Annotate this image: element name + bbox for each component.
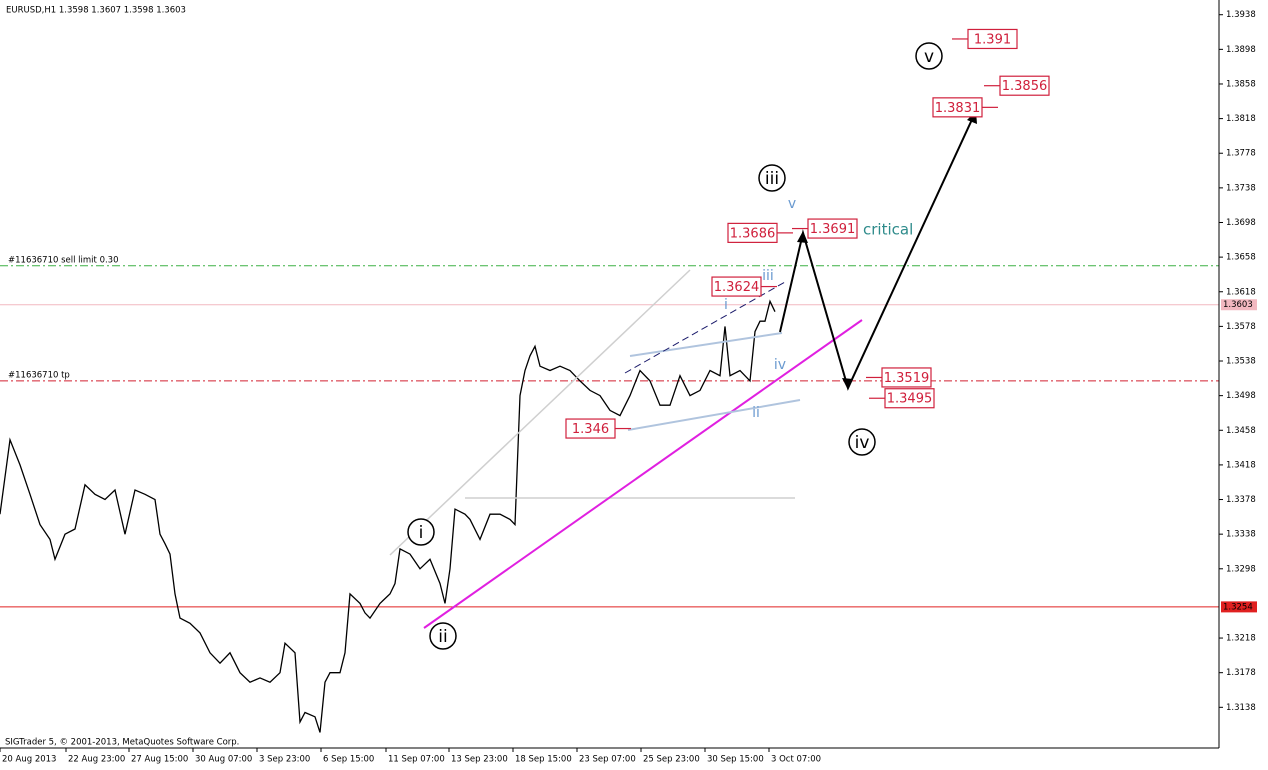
price-box (884, 388, 935, 409)
trend-line (423, 319, 863, 629)
x-tick-label: 30 Aug 07:00 (195, 755, 252, 765)
subwave-label: iii (762, 268, 774, 284)
y-tick-label: 1.3698 (1226, 218, 1256, 228)
y-tick-label: 1.3818 (1226, 114, 1256, 124)
x-tick-label: 23 Sep 07:00 (579, 755, 636, 765)
y-tick-label: 1.3138 (1226, 703, 1256, 713)
y-tick-label: 1.3858 (1226, 79, 1256, 89)
x-tick-label: 22 Aug 23:00 (68, 755, 125, 765)
y-tick-label: 1.3298 (1226, 564, 1256, 574)
subwave-label: v (788, 196, 796, 212)
price-box (807, 218, 858, 239)
wave-labels: v iii iv i ii v iii i iv ii critical (407, 42, 943, 650)
x-tick-label: 3 Oct 07:00 (771, 755, 821, 765)
chart-title: EURUSD,H1 1.3598 1.3607 1.3598 1.3603 (6, 6, 186, 16)
note: critical (863, 221, 913, 239)
wave-circle (407, 518, 435, 546)
price-label: 1.3519 (884, 371, 930, 386)
projection-path (779, 112, 976, 391)
price-label: 1.3495 (887, 392, 933, 407)
wave-label: v (924, 47, 934, 67)
y-tick-label: 1.3618 (1226, 287, 1256, 297)
y-tick-label: 1.3938 (1226, 10, 1256, 20)
axis-box-label: 1.3254 (1223, 602, 1253, 612)
wave-label: i (419, 523, 424, 543)
y-tick-label: 1.3338 (1226, 530, 1256, 540)
price-label: 1.391 (974, 32, 1011, 47)
wave-label: iv (855, 433, 870, 453)
x-tick-label: 27 Aug 15:00 (131, 755, 188, 765)
price-box (999, 75, 1050, 96)
subwave-label: iv (774, 357, 786, 373)
y-tick-label: 1.3538 (1226, 357, 1256, 367)
wave-label: iii (765, 169, 779, 189)
x-tick-label: 3 Sep 23:00 (259, 755, 310, 765)
wave-circle (429, 622, 457, 650)
y-tick-label: 1.3418 (1226, 460, 1256, 470)
arrow-head (842, 378, 853, 390)
axis-box-label: 1.3603 (1223, 300, 1253, 310)
price-label: 1.346 (572, 422, 609, 437)
level-label: #11636710 sell limit 0.30 (8, 255, 119, 265)
y-tick-label: 1.3658 (1226, 253, 1256, 263)
price-label: 1.3686 (730, 226, 776, 241)
price-label: 1.3856 (1002, 79, 1048, 94)
y-tick-label: 1.3178 (1226, 668, 1256, 678)
x-tick-label: 11 Sep 07:00 (388, 755, 445, 765)
axis-box (1221, 601, 1257, 613)
price-box (727, 222, 778, 243)
triangle-lower (627, 399, 801, 431)
price-box (565, 418, 616, 439)
wave-circle (915, 42, 943, 70)
x-tick-label: 25 Sep 23:00 (643, 755, 700, 765)
y-tick-label: 1.3898 (1226, 45, 1256, 55)
y-tick-label: 1.3218 (1226, 634, 1256, 644)
price-label: 1.3624 (714, 280, 760, 295)
dashed-line (624, 281, 786, 374)
level-label: #11636710 tp (8, 370, 70, 380)
price-box (881, 367, 932, 388)
y-tick-label: 1.3498 (1226, 391, 1256, 401)
price-box (932, 97, 983, 118)
subwave-label: i (724, 297, 728, 313)
arrow-head (797, 231, 808, 243)
drawings (389, 111, 977, 629)
wave-circle (758, 164, 786, 192)
x-tick-label: 18 Sep 15:00 (515, 755, 572, 765)
channel-line (389, 269, 691, 556)
y-tick-label: 1.3778 (1226, 149, 1256, 159)
subwave-label: ii (752, 405, 760, 421)
triangle-upper (629, 332, 783, 357)
y-tick-label: 1.3578 (1226, 322, 1256, 332)
axis-box (1221, 299, 1257, 311)
price-label: 1.3691 (810, 222, 856, 237)
x-tick-label: 13 Sep 23:00 (451, 755, 508, 765)
y-tick-label: 1.3378 (1226, 495, 1256, 505)
price-box (711, 276, 762, 297)
price-label: 1.3831 (935, 101, 981, 116)
price-box (967, 28, 1018, 50)
wave-circle (848, 428, 876, 456)
y-tick-label: 1.3458 (1226, 426, 1256, 436)
levels (0, 265, 1219, 733)
price-line (0, 299, 776, 733)
x-tick-label: 20 Aug 2013 (2, 755, 56, 765)
footer: SIGTrader 5, © 2001-2013, MetaQuotes Sof… (5, 738, 239, 748)
x-tick-label: 30 Sep 15:00 (707, 755, 764, 765)
y-tick-label: 1.3738 (1226, 183, 1256, 193)
x-tick-label: 6 Sep 15:00 (323, 755, 374, 765)
wave-label: ii (438, 627, 447, 647)
